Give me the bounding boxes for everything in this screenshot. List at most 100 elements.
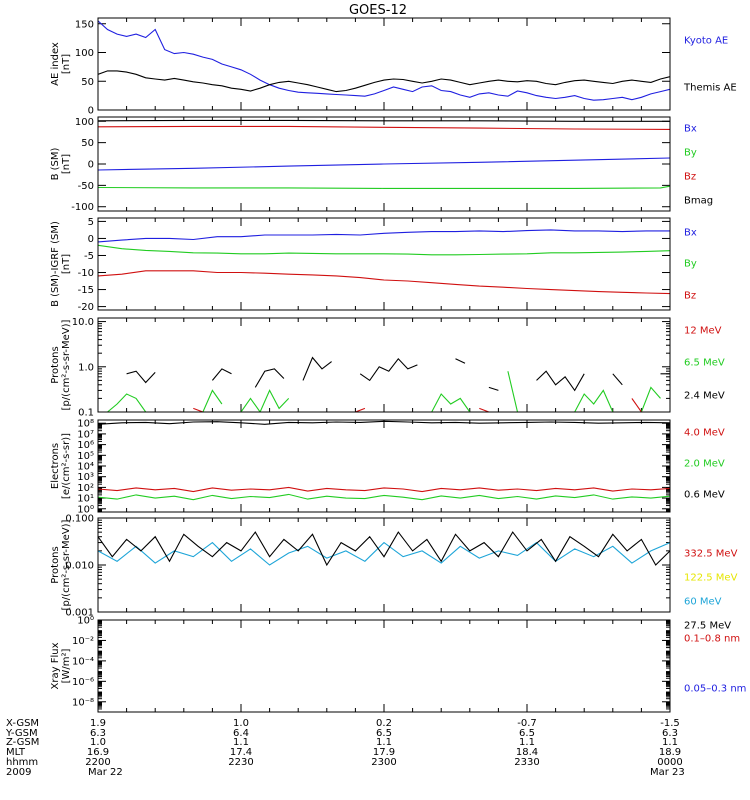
panel-frame [97,619,671,713]
series-bx [98,229,670,243]
table-cell: 1.1 [662,737,678,748]
y-tick-label: 10.0 [72,317,94,328]
y-tick-label: 150 [75,19,94,30]
panel-frame [97,217,671,311]
y-tick-label: 50 [81,77,94,88]
y-axis-label: Protons[p/(cm²-s-sr-MeV)] [50,319,72,410]
y-tick-label: 0.1 [78,408,94,419]
legend-0-6-mev: 0.6 MeV [684,490,725,501]
series-60-mev [98,541,670,566]
y-axis-label-line: [W/m²] [61,648,72,683]
panel-frame [97,116,671,212]
y-tick-label: 0 [88,160,94,171]
panel-frame [97,517,671,613]
legend-bx: Bx [684,228,697,239]
y-tick-label: 10⁸ [77,419,94,430]
y-axis-label: Electrons[e/(cm²-s-sr)] [50,433,72,499]
series-2-4-mev [126,370,156,384]
table-cell: 17.9 [373,747,395,758]
panel-frame [97,419,671,513]
y-tick-label: 100 [75,117,94,128]
series-6-5-mev [107,393,147,412]
legend-12-mev: 12 MeV [684,326,722,337]
legend-2-4-mev: 2.4 MeV [684,391,725,402]
table-cell: 17.4 [230,747,252,758]
y-tick-label: 10² [77,483,94,494]
legend-by: By [684,148,697,159]
y-tick-label: 0.001 [65,608,94,619]
legend-bz: Bz [684,172,696,183]
y-tick-label: 0 [88,234,94,245]
row-label-mlt: MLT [6,747,26,758]
legend-6-5-mev: 6.5 MeV [684,358,725,369]
y-axis-label: Protons[p/(cm²-s-sr-MeV)] [50,519,72,610]
y-tick-label: 0.100 [65,514,94,525]
table-cell: 2300 [371,757,396,768]
series-by [98,185,670,189]
legend-2-0-mev: 2.0 MeV [684,459,725,470]
table-cell: 1.1 [376,737,392,748]
y-tick-label: 10⁰ [77,504,94,515]
series-kyoto-ae [98,20,670,101]
series-2-4-mev [536,370,585,392]
table-cell: 0000 [657,757,682,768]
series-2-4-mev [359,357,418,382]
table-cell: 1.0 [90,737,106,748]
y-axis-label-line: Protons [50,546,61,583]
y-tick-label: 10⁵ [77,451,94,462]
y-tick-label: 10⁶ [77,440,94,451]
y-tick-label: 100 [75,48,94,59]
y-tick-label: 10³ [77,472,94,483]
series-0-6-mev [98,420,670,425]
y-axis-label: B (SM)[nT] [50,147,72,180]
y-axis-label: B (SM)-IGRF (SM)[nT] [50,221,72,307]
series-2-0-mev [98,493,670,501]
series-6-5-mev [640,386,661,412]
series-2-4-mev [302,356,332,381]
y-axis-label-line: [e/(cm²-s-sr)] [61,433,72,499]
table-cell: 18.9 [659,747,681,758]
y-tick-label: -20 [78,302,94,313]
series-by [98,244,670,256]
series-2-4-mev [612,373,623,386]
y-axis-label-line: Protons [50,346,61,383]
series-12-mev [193,407,204,412]
table-cell: 1.9 [90,718,106,729]
y-axis-label-line: [nT] [61,154,72,174]
table-cell: 1.0 [233,718,249,729]
series-bmag [98,119,670,122]
series-2-4-mev [211,368,232,381]
legend-0-05-0-3-nm: 0.05–0.3 nm [684,684,746,695]
y-tick-label: 10⁻⁸ [72,697,94,708]
panel-bdiff: -20 -15 -10 -5 0 5 B (SM)-IGRF (SM)[nT] Bx By Bz [50,217,697,313]
table-cell: 6.5 [376,728,392,739]
table-cell: 0.2 [376,718,392,729]
legend-themis-ae: Themis AE [683,83,737,94]
table-cell: 1.1 [519,737,535,748]
y-axis-label-line: Electrons [50,443,61,489]
y-tick-label: 10⁴ [77,462,94,473]
series-6-5-mev [202,389,223,412]
row-label-2009: 2009 [6,767,31,778]
legend-4-0-mev: 4.0 MeV [684,428,725,439]
chart-title: GOES-12 [349,3,407,18]
table-cell: 6.3 [90,728,106,739]
series-27-5-mev [98,531,670,567]
table-cell: 6.5 [519,728,535,739]
legend-0-1-0-8-nm: 0.1–0.8 nm [684,634,740,645]
y-tick-label: -50 [78,181,94,192]
y-tick-label: 1.0 [78,362,94,373]
y-tick-label: -5 [84,251,94,262]
table-cell: 2200 [85,757,110,768]
series-themis-ae [98,70,670,93]
legend-bmag: Bmag [684,196,713,207]
series-bz [98,125,670,130]
legend-by: By [684,259,697,270]
table-cell: 6.4 [233,728,249,739]
y-axis-label-line: B (SM)-IGRF (SM) [50,221,61,307]
table-cell: 16.9 [87,747,109,758]
legend-kyoto-ae: Kyoto AE [684,36,728,47]
